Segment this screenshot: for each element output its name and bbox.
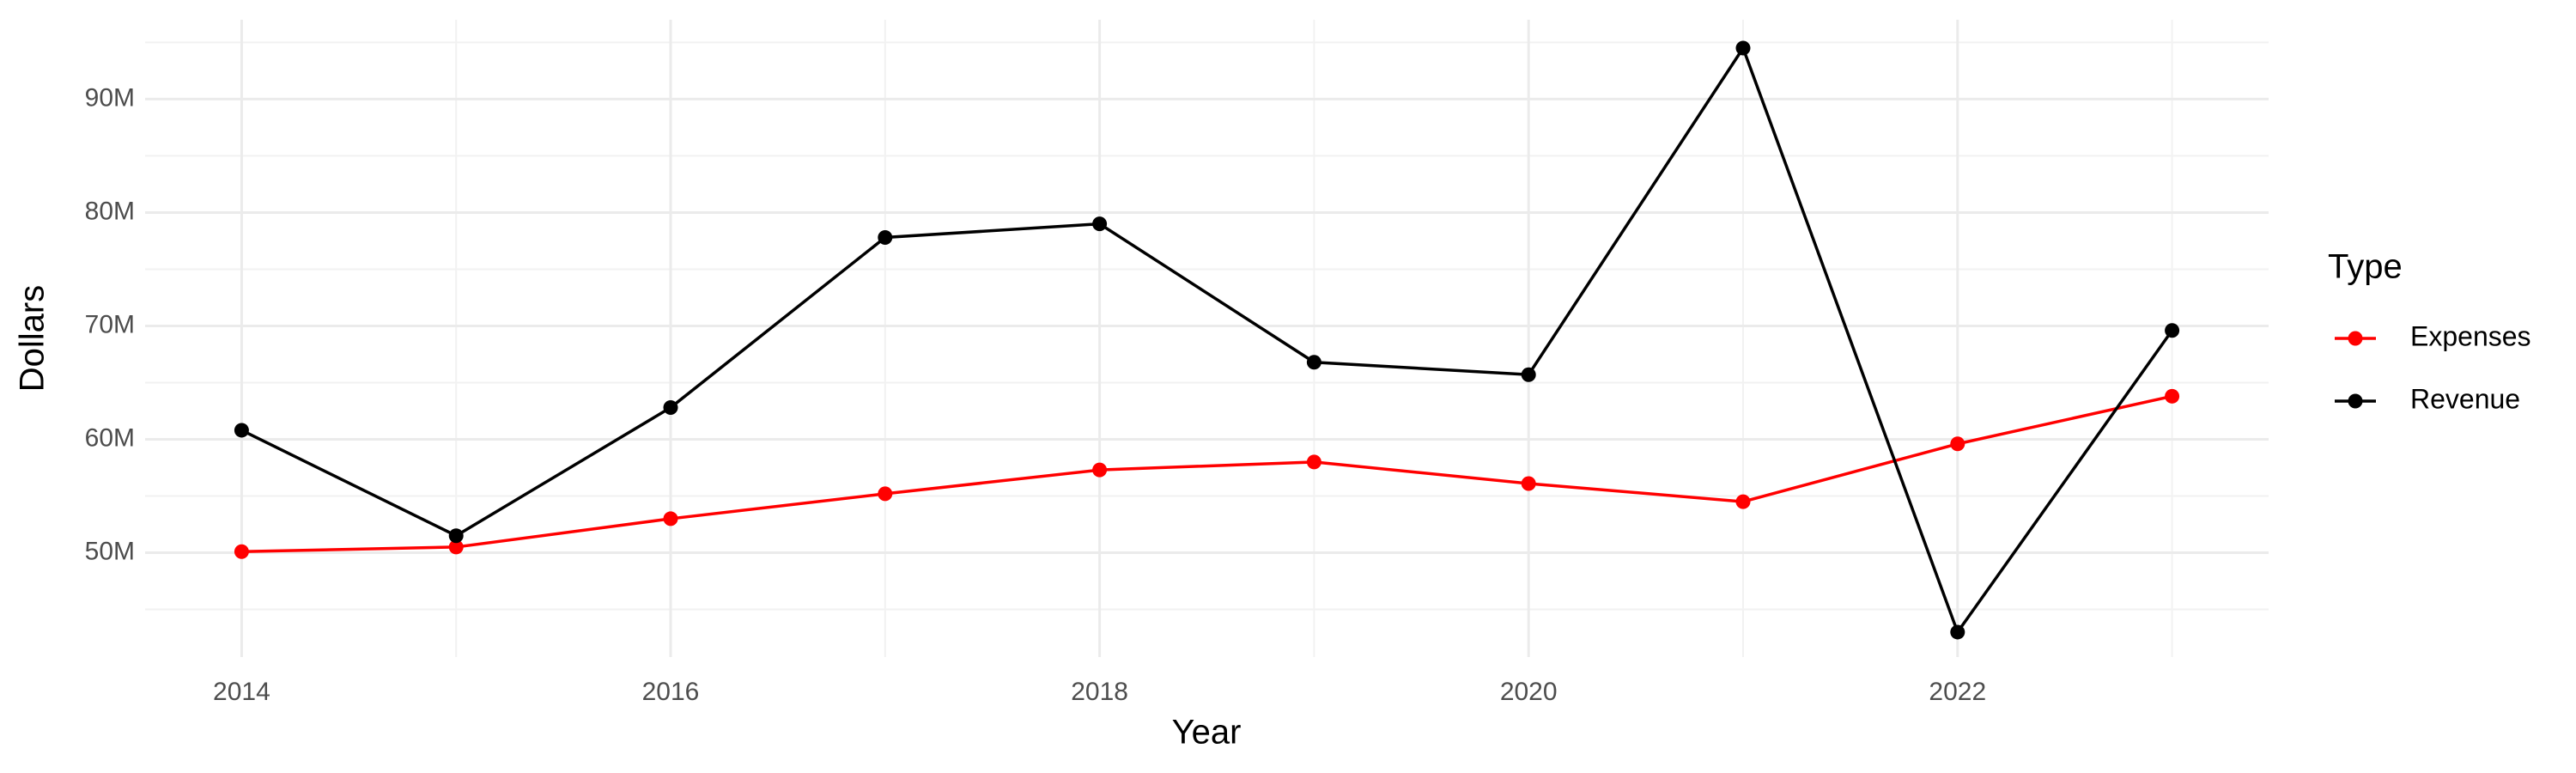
x-tick-label: 2022 [1929, 678, 1986, 706]
data-point [1092, 462, 1108, 478]
legend-marker [2348, 331, 2363, 346]
data-point [878, 486, 893, 502]
x-tick-label: 2018 [1071, 678, 1128, 706]
legend-marker [2348, 393, 2363, 409]
legend-label: Expenses [2410, 320, 2531, 351]
y-tick-label: 80M [85, 197, 135, 225]
data-point [663, 400, 678, 416]
data-point [1950, 624, 1965, 640]
x-axis-title: Year [1172, 714, 1242, 752]
data-point [234, 544, 249, 559]
y-tick-label: 90M [85, 83, 135, 112]
data-point [663, 511, 678, 526]
series-line [241, 394, 2172, 553]
y-axis-title: Dollars [14, 285, 52, 392]
y-tick-label: 60M [85, 423, 135, 452]
y-tick-label: 50M [85, 537, 135, 565]
x-tick-label: 2020 [1500, 678, 1558, 706]
data-point [1950, 436, 1965, 452]
x-tick-label: 2016 [642, 678, 700, 706]
x-tick-label: 2014 [213, 678, 270, 706]
series-line [240, 45, 2174, 636]
legend-title: Type [2328, 248, 2403, 286]
data-point [1092, 216, 1108, 232]
data-point [878, 229, 893, 245]
legend-label: Revenue [2410, 383, 2520, 414]
data-point [448, 539, 464, 555]
data-point [1306, 355, 1321, 370]
data-point [2165, 323, 2180, 338]
data-point [234, 423, 249, 438]
data-point [448, 528, 464, 544]
data-point [1306, 454, 1321, 470]
data-point [1521, 367, 1536, 382]
data-point [1521, 476, 1536, 491]
data-point [1735, 494, 1751, 509]
data-point [1735, 40, 1751, 56]
y-tick-label: 70M [85, 310, 135, 338]
data-point [2165, 388, 2180, 404]
